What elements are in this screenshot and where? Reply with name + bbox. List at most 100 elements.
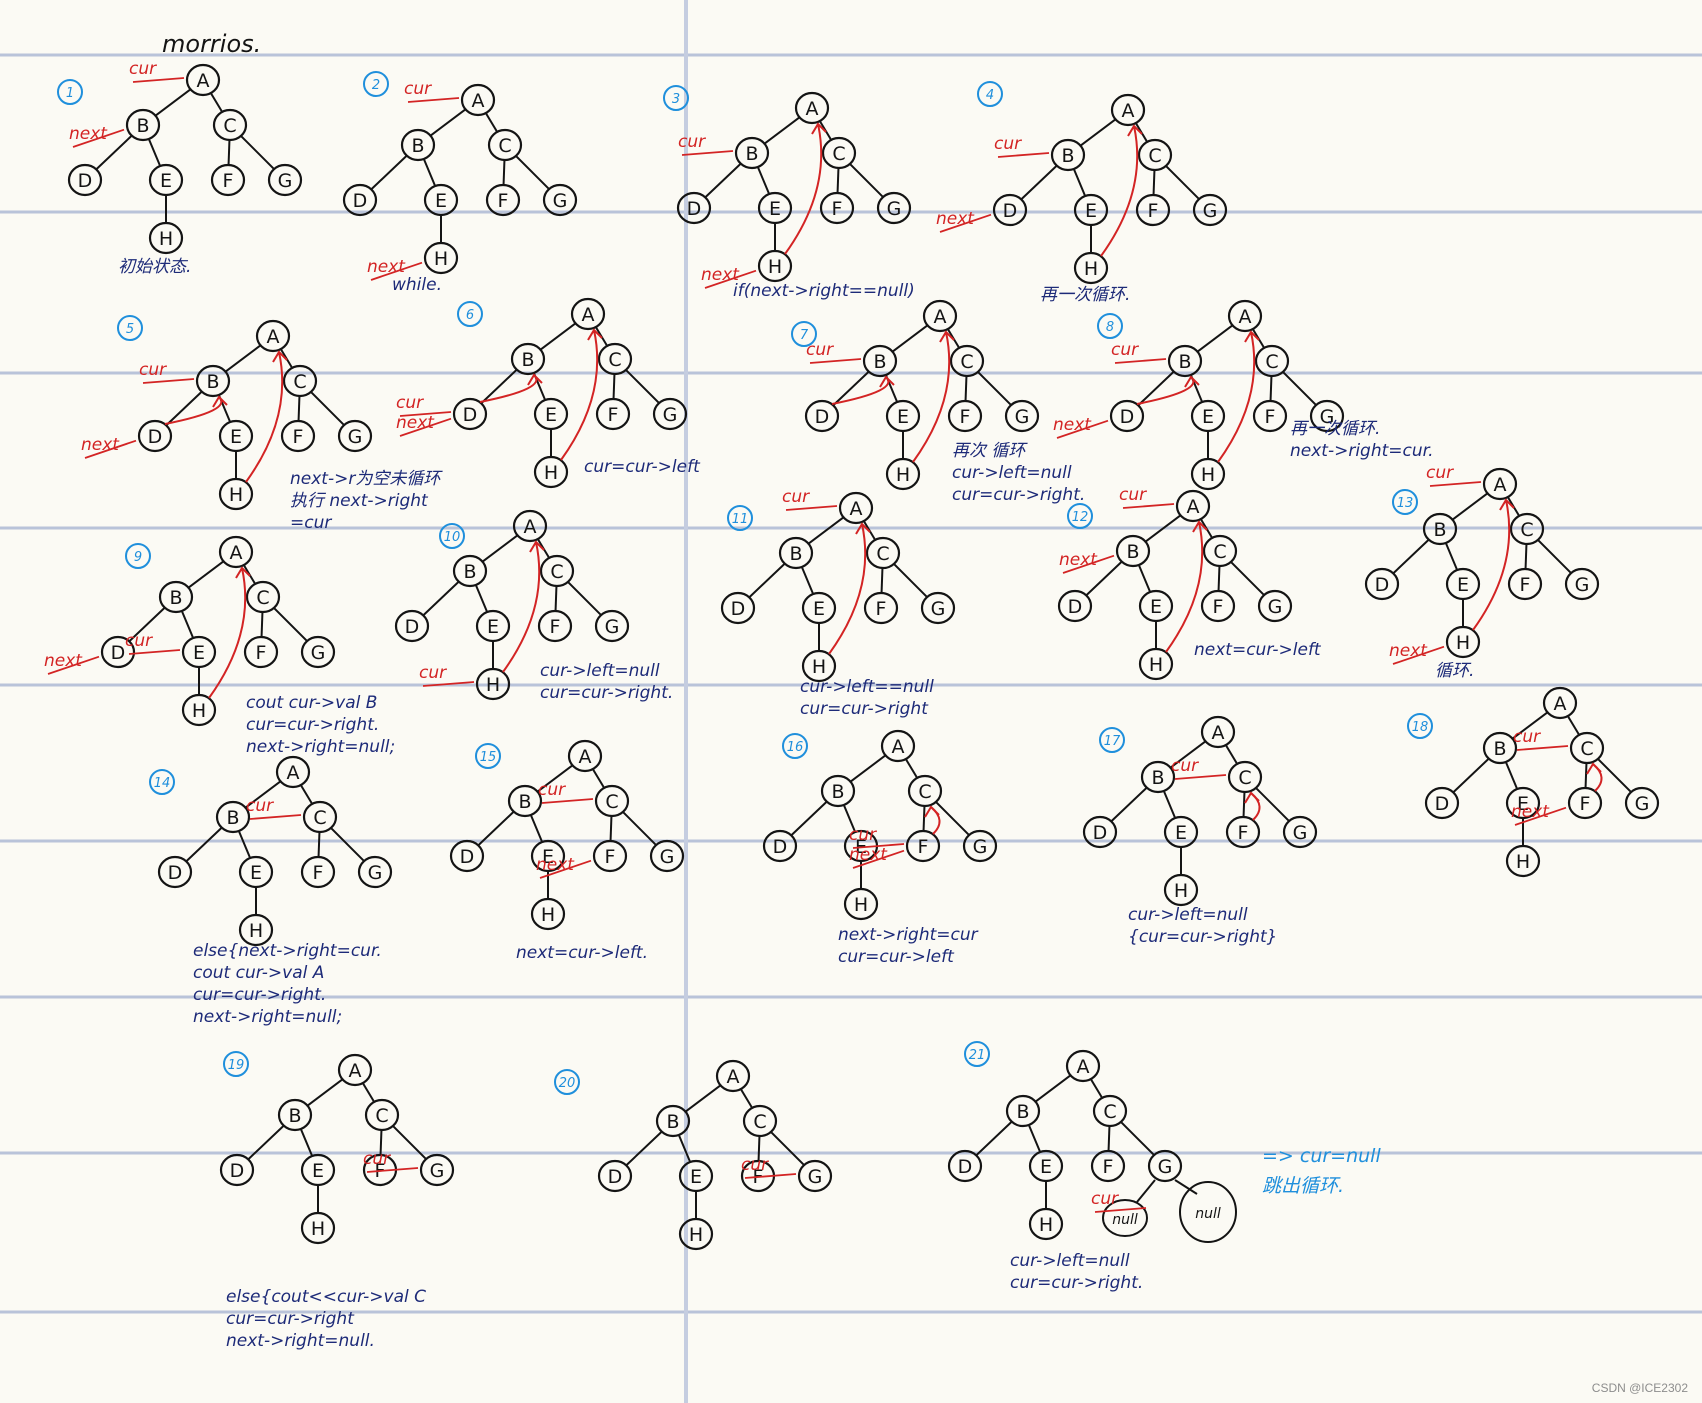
step-number: 7	[800, 328, 809, 343]
tree-node	[1073, 251, 1109, 285]
tree-node	[1135, 193, 1171, 227]
tree-edge	[704, 163, 742, 198]
arrow-head	[855, 522, 871, 535]
tree-node	[1200, 715, 1236, 749]
cur-pointer: cur	[404, 79, 432, 99]
final-note-line: 跳出循环.	[1262, 1175, 1344, 1197]
tree-node	[1624, 786, 1660, 820]
panel-note: cout cur->val B	[246, 693, 377, 713]
thread-arrow	[1472, 499, 1511, 631]
panel-note: next=cur->left.	[516, 943, 648, 963]
node-label: E	[1040, 1156, 1052, 1178]
tree-edge	[260, 612, 264, 637]
tree-node	[1115, 534, 1151, 568]
tree-edge	[1392, 539, 1430, 574]
tree-edge	[310, 391, 345, 426]
node-label: H	[311, 1218, 325, 1240]
cur-pointer: cur	[1111, 340, 1139, 360]
tree-node	[762, 829, 798, 863]
node-label: D	[353, 190, 368, 212]
tree-node	[1137, 138, 1173, 172]
tree-edge	[475, 585, 488, 612]
node-label: E	[435, 190, 447, 212]
node-label: B	[1126, 541, 1139, 563]
tree-edge	[1120, 1121, 1155, 1156]
node-label: H	[192, 700, 206, 722]
tree-node	[1138, 589, 1174, 623]
tree-node	[1065, 1049, 1101, 1083]
tree-node	[195, 364, 231, 398]
tree-edge	[1242, 792, 1246, 817]
tree-edge	[225, 344, 261, 373]
tree-node	[757, 191, 793, 225]
tree-node	[275, 755, 311, 789]
arrow-head	[1244, 330, 1260, 343]
tree-edge	[757, 167, 770, 194]
tree-node	[1422, 512, 1458, 546]
tree-node	[652, 397, 688, 431]
tree-node	[1564, 567, 1600, 601]
node-label: G	[931, 598, 946, 620]
node-label: G	[278, 170, 293, 192]
tree-node	[510, 342, 546, 376]
tree-node	[676, 191, 712, 225]
tree-node	[100, 635, 136, 669]
step-marker	[1067, 503, 1093, 529]
node-label: H	[544, 462, 558, 484]
tree-node	[1190, 399, 1226, 433]
tree-node	[300, 1153, 336, 1187]
tree-node	[720, 591, 756, 625]
tree-edge	[757, 1136, 761, 1161]
tree-node	[992, 193, 1028, 227]
cur-pointer: cur	[1426, 463, 1454, 483]
tree-edge	[808, 516, 844, 545]
node-label: D	[230, 1160, 245, 1182]
node-label: C	[918, 781, 931, 803]
panel-note: cur=cur->right	[800, 699, 929, 719]
node-label: G	[1203, 200, 1218, 222]
arrow-head	[879, 375, 895, 388]
tree-edge	[893, 563, 928, 598]
step-number: 1	[66, 86, 74, 101]
null-label: null	[1112, 1212, 1138, 1228]
tree-node	[539, 554, 575, 588]
tree-node	[364, 1098, 400, 1132]
tree-node	[863, 591, 899, 625]
node-label: G	[430, 1160, 445, 1182]
arrow-head	[529, 540, 545, 553]
node-label: E	[1175, 822, 1187, 844]
tree-edge	[477, 811, 515, 846]
tree-node	[485, 183, 521, 217]
node-label: B	[1061, 145, 1074, 167]
next-pointer-arrow	[852, 849, 905, 869]
node-label: A	[287, 762, 300, 784]
step-marker	[475, 743, 501, 769]
tree-edge	[1170, 740, 1206, 769]
step-number: 20	[559, 1076, 576, 1091]
next-pointer-arrow	[1392, 645, 1445, 665]
tree-edge	[567, 581, 602, 616]
tree-node	[157, 855, 193, 889]
tree-node	[507, 784, 543, 818]
tree-node	[1028, 1207, 1064, 1241]
tree-edge	[1584, 763, 1588, 788]
tree-edge	[307, 1078, 343, 1107]
cur-pointer: cur	[678, 132, 706, 152]
tree-node	[1225, 815, 1261, 849]
node-label: A	[1554, 693, 1567, 715]
node-label: D	[78, 170, 93, 192]
tree-node	[922, 299, 958, 333]
step-marker	[457, 301, 483, 327]
tree-edge	[1073, 169, 1086, 196]
node-label: F	[605, 846, 616, 868]
tree-node	[597, 342, 633, 376]
node-label: B	[463, 561, 476, 583]
arrow-head	[1127, 124, 1143, 137]
tree-node	[1569, 731, 1605, 765]
node-label: G	[553, 190, 568, 212]
node-label: D	[405, 616, 420, 638]
node-label: F	[1580, 793, 1591, 815]
panel-note: 再一次循环.	[1290, 419, 1380, 439]
